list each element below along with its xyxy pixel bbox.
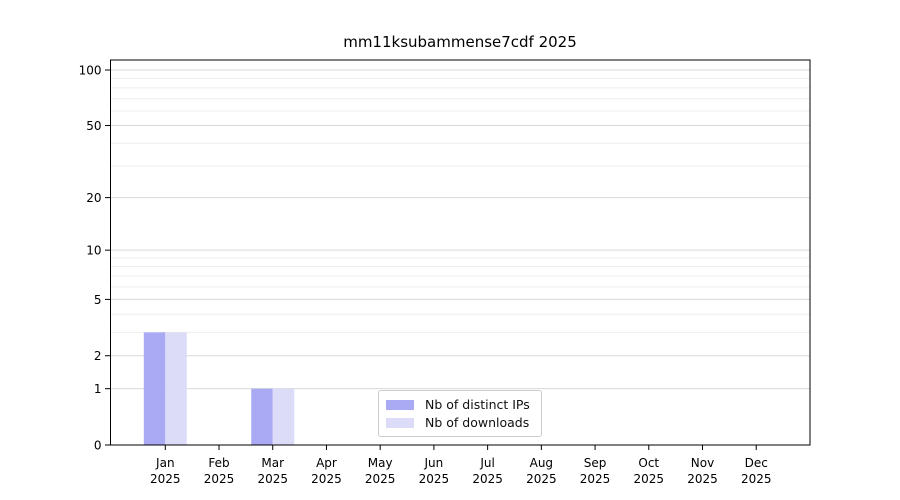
y-tick-label: 10 <box>86 244 101 258</box>
y-tick-label: 100 <box>79 64 102 78</box>
legend-label-distinct-ips: Nb of distinct IPs <box>425 397 530 412</box>
legend-swatch-downloads-icon <box>386 417 414 428</box>
plot-border <box>110 59 811 446</box>
legend-item-distinct-ips: Nb of distinct IPs <box>386 397 533 412</box>
x-tick-label-year: 2025 <box>687 472 718 486</box>
x-tick-label-month: Jan <box>155 456 175 470</box>
y-tick-label: 50 <box>86 119 101 133</box>
x-tick-label-month: Jun <box>424 456 444 470</box>
legend: Nb of distinct IPs Nb of downloads <box>378 390 542 437</box>
x-tick-label-month: Mar <box>261 456 284 470</box>
x-tick-label-month: May <box>368 456 393 470</box>
x-tick-label-year: 2025 <box>311 472 342 486</box>
x-tick-label-month: Apr <box>316 456 337 470</box>
y-tick-label: 0 <box>94 439 102 453</box>
bar <box>272 388 295 445</box>
legend-item-downloads: Nb of downloads <box>386 415 533 430</box>
y-tick-label: 5 <box>94 293 102 307</box>
legend-label-downloads: Nb of downloads <box>425 415 530 430</box>
x-tick-label-month: Feb <box>208 456 229 470</box>
x-tick-label-year: 2025 <box>365 472 396 486</box>
chart-title: mm11ksubammense7cdf 2025 <box>343 33 577 51</box>
x-tick-label-year: 2025 <box>580 472 611 486</box>
bar <box>143 332 166 445</box>
y-tick-label: 1 <box>94 382 102 396</box>
x-tick-label-year: 2025 <box>150 472 181 486</box>
x-tick-label-year: 2025 <box>204 472 235 486</box>
bar <box>251 388 273 445</box>
x-tick-label-month: Sep <box>584 456 607 470</box>
x-tick-label-year: 2025 <box>526 472 557 486</box>
legend-swatch-distinct-ips-icon <box>386 399 414 410</box>
x-tick-label-month: Aug <box>530 456 553 470</box>
x-tick-label-year: 2025 <box>741 472 772 486</box>
x-tick-label-year: 2025 <box>634 472 665 486</box>
x-tick-label-month: Nov <box>691 456 714 470</box>
y-tick-label: 2 <box>94 349 102 363</box>
x-tick-label-month: Oct <box>638 456 659 470</box>
x-tick-label-month: Jul <box>479 456 494 470</box>
x-tick-label-year: 2025 <box>419 472 450 486</box>
x-tick-label-year: 2025 <box>472 472 503 486</box>
y-tick-label: 20 <box>86 191 101 205</box>
x-tick-label-month: Dec <box>745 456 768 470</box>
x-tick-label-year: 2025 <box>257 472 288 486</box>
bar <box>165 332 187 445</box>
